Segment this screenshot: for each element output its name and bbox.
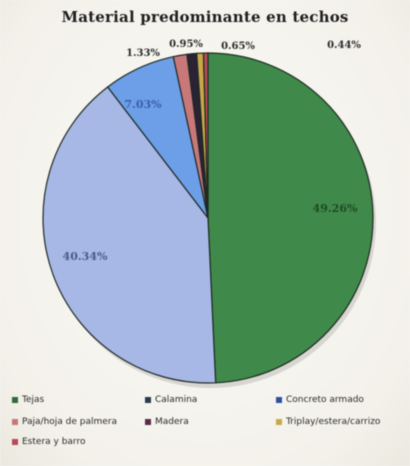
- pie-slice-tejas: [207, 52, 374, 384]
- legend-label: Paja/hoja de palmera: [22, 417, 118, 427]
- data-label-estera-y-barro: 0.44%: [327, 40, 361, 51]
- legend-label: Triplay/estera/carrizo: [286, 417, 381, 427]
- legend-item-madera: Madera: [145, 417, 189, 427]
- data-label-tejas: 49.26%: [313, 202, 358, 215]
- data-label-paja-hoja-de-palmera: 1.33%: [126, 48, 160, 59]
- legend-swatch: [145, 419, 151, 425]
- pie-slice-calamina: [42, 86, 217, 384]
- legend-item-tejas: Tejas: [12, 395, 44, 405]
- legend-item-paja: Paja/hoja de palmera: [12, 417, 117, 427]
- data-label-madera: 0.95%: [169, 39, 203, 50]
- data-label-triplay-estera-carrizo: 0.65%: [221, 41, 255, 52]
- legend-label: Madera: [155, 417, 189, 427]
- data-label-concreto-armado: 7.03%: [124, 98, 162, 111]
- pie-chart: 49.26% 40.34% 7.03% 1.33% 0.95% 0.65% 0.44%: [42, 39, 376, 388]
- legend-swatch: [12, 397, 18, 403]
- legend-swatch: [145, 397, 151, 403]
- legend-item-calamina: Calamina: [145, 395, 197, 405]
- legend-item-estera-barro: Estera y barro: [12, 437, 85, 447]
- data-label-calamina: 40.34%: [63, 250, 108, 263]
- legend-swatch: [12, 419, 18, 425]
- legend-label: Estera y barro: [22, 437, 86, 447]
- pie-slice-estera-y-barro: [202, 52, 209, 219]
- legend-label: Calamina: [155, 395, 198, 405]
- legend-item-triplay: Triplay/estera/carrizo: [276, 417, 380, 427]
- legend-item-concreto-armado: Concreto armado: [276, 395, 364, 405]
- legend-swatch: [276, 397, 282, 403]
- legend-swatch: [12, 439, 18, 445]
- legend-swatch: [276, 419, 282, 425]
- legend-label: Tejas: [22, 395, 45, 405]
- legend-label: Concreto armado: [286, 395, 364, 405]
- chart-title: Material predominante en techos: [61, 8, 349, 26]
